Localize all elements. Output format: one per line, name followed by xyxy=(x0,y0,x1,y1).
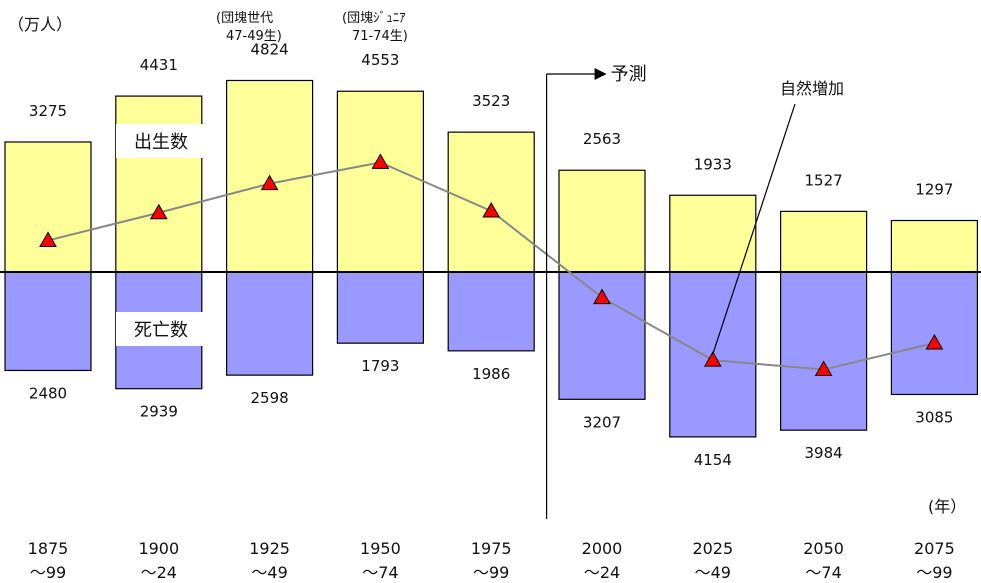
x-tick-label-range: ～99 xyxy=(473,563,509,582)
deaths-value-label: 3984 xyxy=(805,444,843,462)
deaths-value-label: 4154 xyxy=(694,451,732,469)
births-value-label: 4824 xyxy=(251,40,289,58)
x-tick-label: 1900 xyxy=(138,539,179,558)
deaths-bar xyxy=(336,271,424,344)
births-value-label: 3275 xyxy=(29,102,67,120)
deaths-label-box xyxy=(116,312,206,346)
natural-increase-marker xyxy=(371,153,390,169)
x-tick-label-range: ～49 xyxy=(251,563,287,582)
births-bar xyxy=(890,219,979,273)
bars-layer xyxy=(4,79,979,438)
births-bar xyxy=(336,90,424,273)
deaths-bar xyxy=(447,271,535,352)
natural-increase-marker xyxy=(703,351,722,367)
x-tick-label-range: ～49 xyxy=(695,563,731,582)
x-tick-label: 1975 xyxy=(471,539,512,558)
x-tick-label: 1950 xyxy=(360,539,401,558)
x-tick-label-range: ～74 xyxy=(362,563,398,582)
x-tick-label: 2050 xyxy=(803,539,844,558)
births-bar xyxy=(558,169,646,273)
x-axis-ticks: 1875 ～99 1900 ～24 1925 ～49 1950 ～74 1975 ～99 2000 ～… xyxy=(28,539,955,582)
x-tick-label-range: ～99 xyxy=(30,563,66,582)
x-tick-label-range: ～74 xyxy=(805,563,841,582)
natural-increase-marker xyxy=(814,360,833,377)
natural-increase-callout-label: 自然増加 xyxy=(780,79,844,98)
baby-boom-annotation-line2: 47-49生) xyxy=(226,29,282,44)
y-unit-label: （万人） xyxy=(8,15,72,34)
births-value-label: 4553 xyxy=(361,51,399,69)
x-tick-label: 1925 xyxy=(249,539,290,558)
x-unit-label: (年） xyxy=(928,497,966,516)
natural-increase-layer xyxy=(39,153,944,377)
natural-increase-marker xyxy=(593,288,611,305)
deaths-value-label: 3085 xyxy=(915,408,953,426)
natural-increase-marker xyxy=(925,333,944,350)
forecast-label: 予測 xyxy=(611,64,647,85)
natural-increase-marker xyxy=(149,203,168,220)
deaths-bar xyxy=(779,271,868,431)
natural-increase-marker xyxy=(39,231,57,247)
deaths-bar xyxy=(890,271,979,396)
forecast-arrow-head xyxy=(594,68,607,80)
deaths-value-label: 3207 xyxy=(583,413,621,431)
deaths-value-label: 2598 xyxy=(251,389,289,407)
deaths-value-label: 1793 xyxy=(361,357,399,375)
natural-increase-callout-line xyxy=(712,103,796,355)
births-label-box xyxy=(116,124,206,158)
value-labels-layer: 3275 2480 4431 2939 4824 2598 4553 1793 3523 1986… xyxy=(29,40,954,468)
births-bar xyxy=(669,194,757,273)
births-value-label: 1527 xyxy=(805,171,843,189)
x-tick-label-range: ～24 xyxy=(141,563,177,582)
baby-boom-annotation-line1: (団塊世代 xyxy=(216,10,273,26)
baby-boom-junior-annotation-line2: 71-74生) xyxy=(352,29,408,44)
deaths-bar xyxy=(226,271,314,376)
births-bar xyxy=(779,210,868,273)
births-label: 出生数 xyxy=(134,132,188,153)
baby-boom-junior-annotation-line1: (団塊ｼﾞｭﾆｱ xyxy=(342,10,406,26)
x-tick-label: 2075 xyxy=(914,539,955,558)
births-value-label: 3523 xyxy=(472,92,510,110)
births-value-label: 1933 xyxy=(694,155,732,173)
births-bar xyxy=(4,141,92,273)
births-value-label: 1297 xyxy=(915,181,953,199)
births-bar xyxy=(115,95,203,273)
births-value-label: 4431 xyxy=(140,56,178,74)
natural-increase-marker xyxy=(260,174,279,191)
deaths-label: 死亡数 xyxy=(134,320,188,341)
deaths-value-label: 2480 xyxy=(29,384,67,402)
natural-increase-marker xyxy=(482,201,501,218)
deaths-value-label: 2939 xyxy=(140,403,178,421)
x-tick-label: 1875 xyxy=(28,539,69,558)
deaths-value-label: 1986 xyxy=(472,365,510,383)
births-value-label: 2563 xyxy=(583,130,621,148)
deaths-bar xyxy=(4,271,92,372)
x-tick-label-range: ～99 xyxy=(916,563,952,582)
x-tick-label: 2025 xyxy=(692,539,733,558)
x-tick-label: 2000 xyxy=(582,539,623,558)
x-tick-label-range: ～24 xyxy=(584,563,620,582)
